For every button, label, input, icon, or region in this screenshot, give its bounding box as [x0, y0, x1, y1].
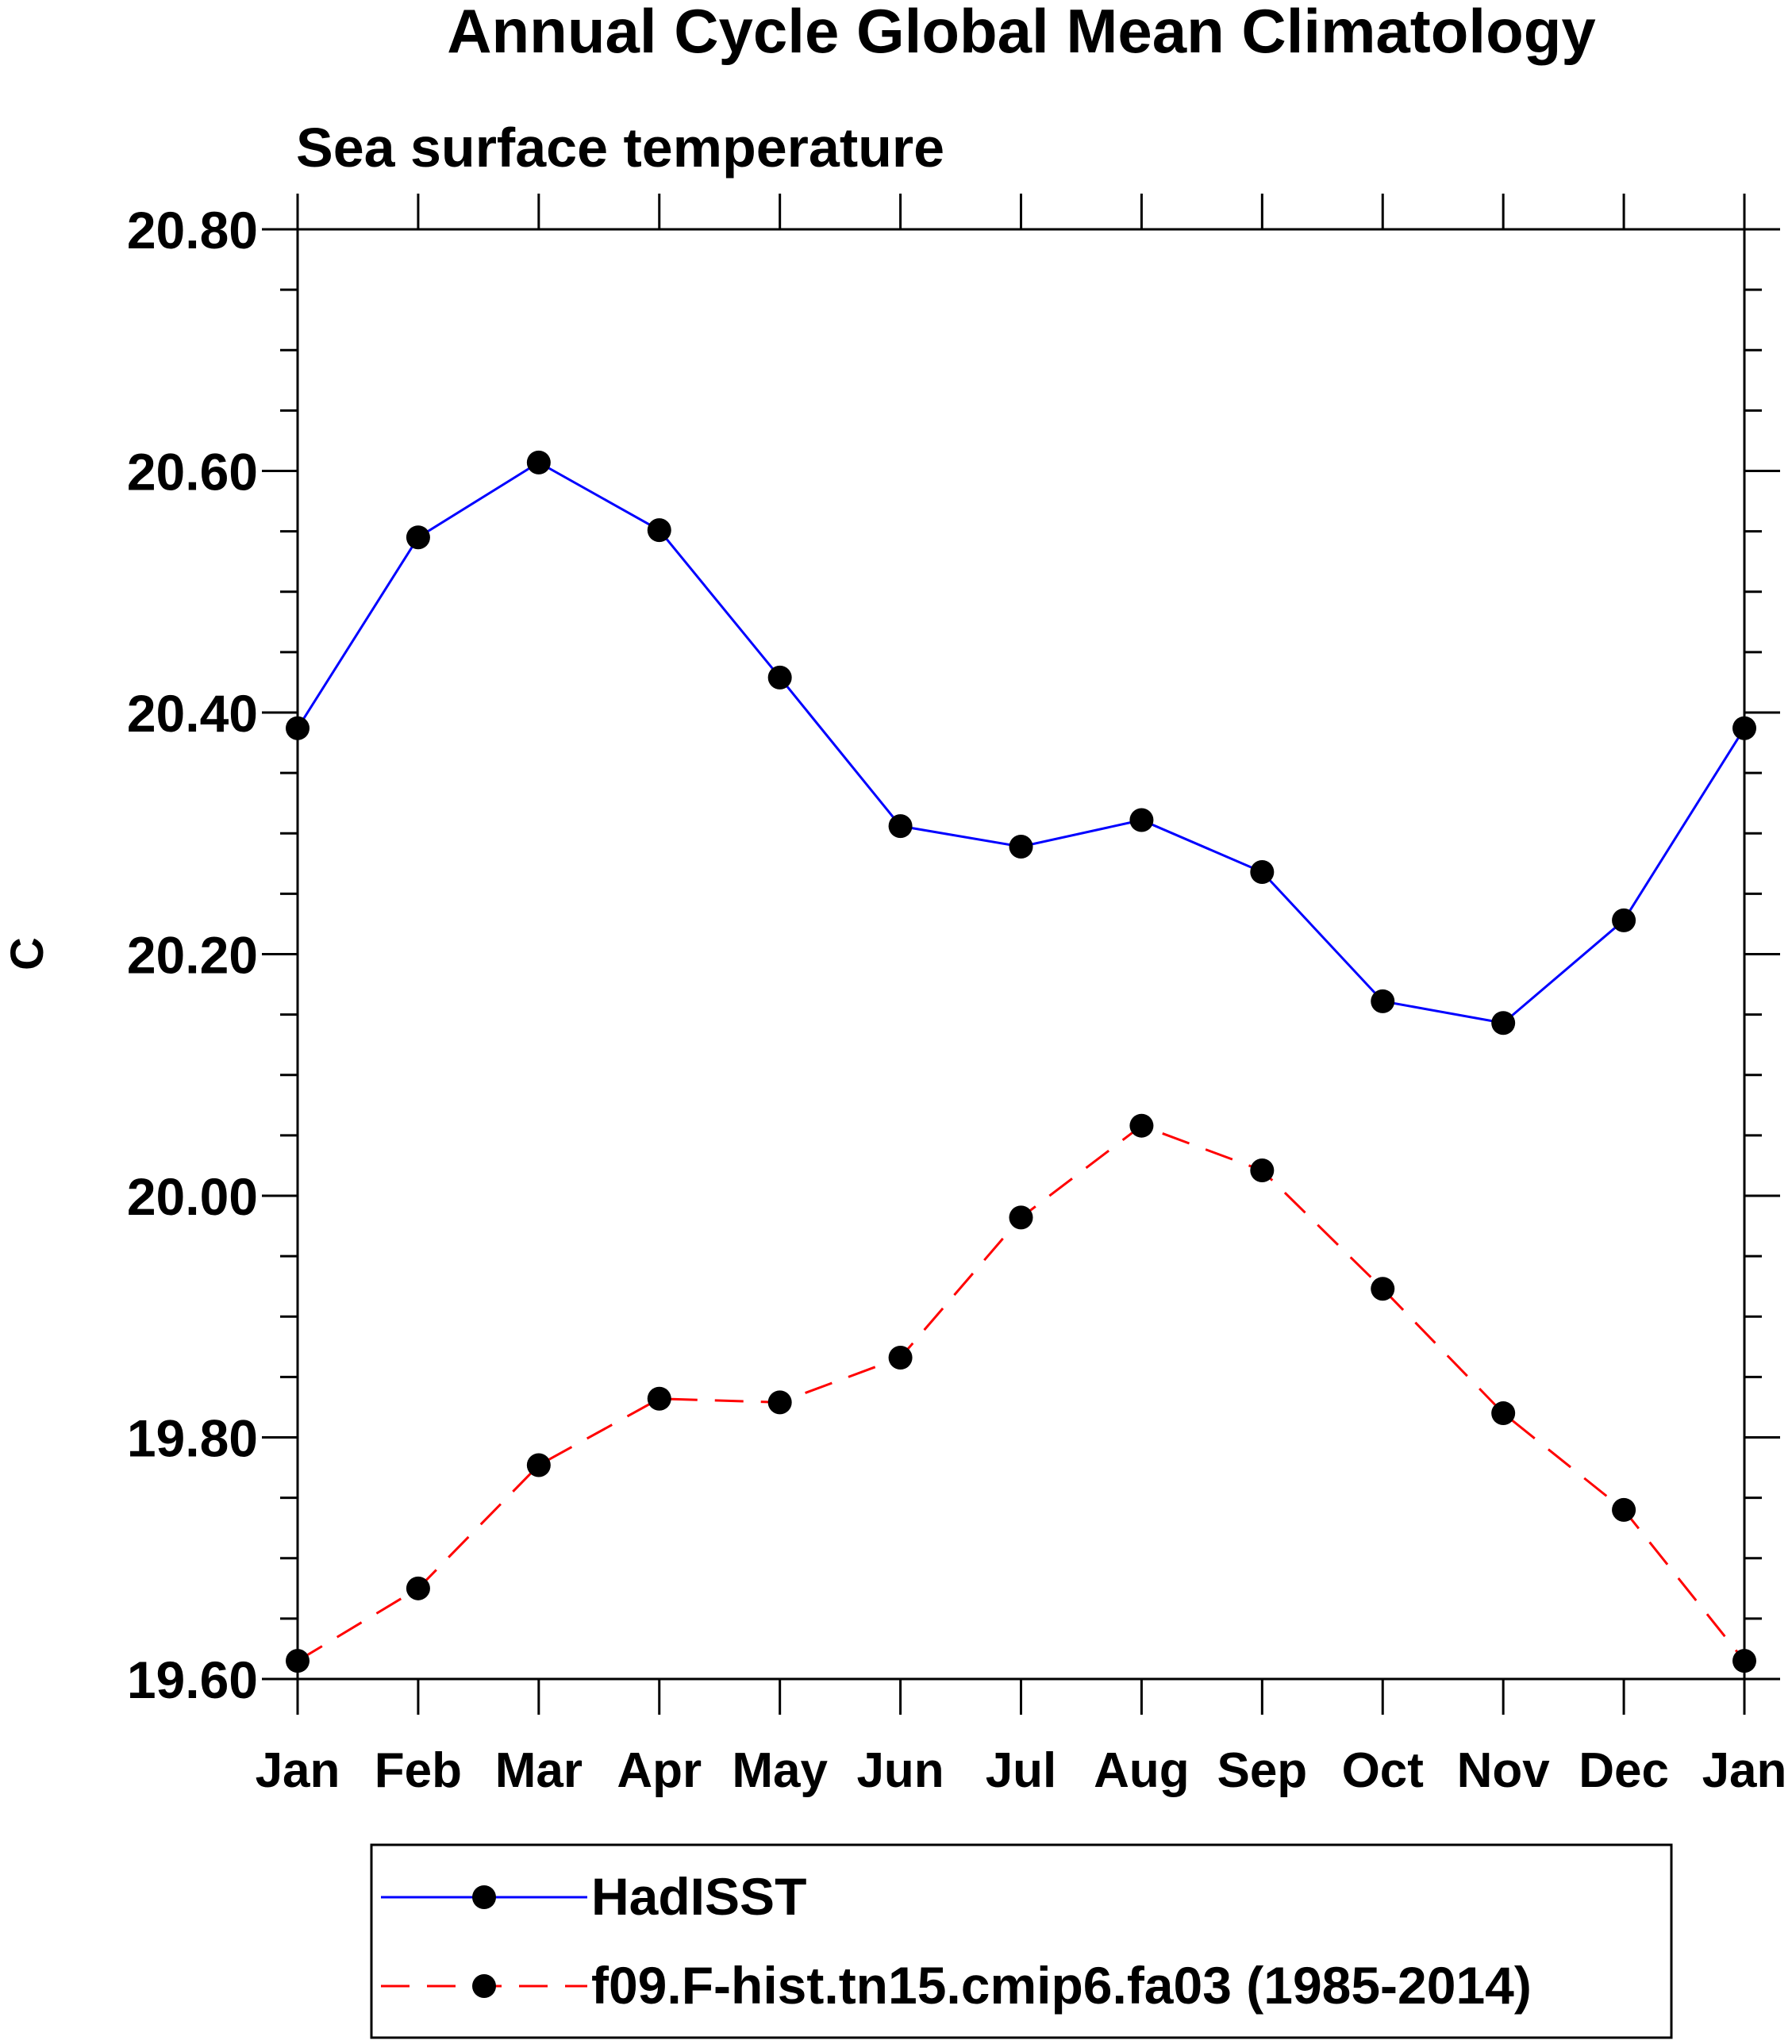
y-tick-label: 20.60 [127, 443, 258, 501]
legend-label-f09: f09.F-hist.tn15.cmip6.fa03 (1985-2014) [591, 1956, 1532, 2015]
data-point-series-1 [1732, 1649, 1756, 1673]
y-tick-label: 20.80 [127, 201, 258, 259]
x-tick-label: Aug [1094, 1743, 1190, 1798]
data-point-series-0 [1371, 989, 1395, 1013]
y-tick-label: 20.40 [127, 684, 258, 743]
data-point-series-1 [1009, 1205, 1033, 1230]
data-point-series-0 [1129, 808, 1154, 832]
y-tick-label: 19.80 [127, 1409, 258, 1468]
data-point-series-0 [1009, 834, 1033, 859]
x-tick-label: Dec [1579, 1743, 1669, 1798]
data-point-series-0 [406, 525, 430, 550]
data-point-series-1 [1491, 1401, 1516, 1426]
x-tick-label: Apr [617, 1743, 702, 1798]
data-point-series-0 [286, 716, 310, 740]
data-point-series-1 [1612, 1497, 1636, 1522]
chart-subtitle: Sea surface temperature [296, 117, 944, 179]
data-point-series-0 [526, 450, 551, 474]
legend-label-hadisst: HadISST [591, 1867, 806, 1926]
x-tick-label: Jan [256, 1743, 340, 1798]
data-point-series-0 [1491, 1011, 1516, 1035]
data-point-series-0 [888, 814, 913, 839]
data-point-series-1 [1129, 1113, 1154, 1138]
x-tick-label: Jun [856, 1743, 944, 1798]
x-tick-label: May [732, 1743, 828, 1798]
y-tick-label: 20.00 [127, 1167, 258, 1226]
data-point-series-0 [1250, 859, 1275, 884]
data-point-series-0 [1612, 908, 1636, 932]
y-axis-label: C [2, 937, 53, 970]
data-point-series-1 [1250, 1158, 1275, 1183]
data-point-series-0 [767, 665, 792, 690]
plot-axes: 19.60 19.80 20.00 20.20 20.40 20.60 20.80 Jan Fe… [127, 194, 1787, 1798]
x-tick-label: Oct [1342, 1743, 1424, 1798]
x-tick-label: Feb [375, 1743, 462, 1798]
legend-marker-hadisst [472, 1885, 496, 1909]
legend-box [370, 1843, 1673, 2039]
data-point-series-0 [1732, 716, 1756, 740]
series-layer [286, 450, 1756, 1673]
data-point-series-1 [888, 1346, 913, 1370]
data-point-series-0 [647, 518, 671, 543]
x-tick-label: Nov [1457, 1743, 1551, 1798]
chart-title: Annual Cycle Global Mean Climatology [447, 0, 1596, 66]
plot-frame [296, 228, 1746, 1681]
data-point-series-1 [767, 1390, 792, 1415]
data-point-series-1 [647, 1386, 671, 1411]
x-tick-label: Jul [986, 1743, 1057, 1798]
legend-marker-f09 [472, 1974, 496, 1998]
y-tick-label: 19.60 [127, 1650, 258, 1709]
data-point-series-1 [406, 1576, 430, 1600]
y-tick-label: 20.20 [127, 926, 258, 985]
x-tick-label: Sep [1217, 1743, 1307, 1798]
series-line-0 [296, 461, 1746, 1024]
x-tick-label: Jan [1702, 1743, 1787, 1798]
data-point-series-1 [526, 1453, 551, 1477]
data-point-series-1 [1371, 1277, 1395, 1301]
data-point-series-1 [286, 1649, 310, 1673]
x-tick-label: Mar [495, 1743, 583, 1798]
